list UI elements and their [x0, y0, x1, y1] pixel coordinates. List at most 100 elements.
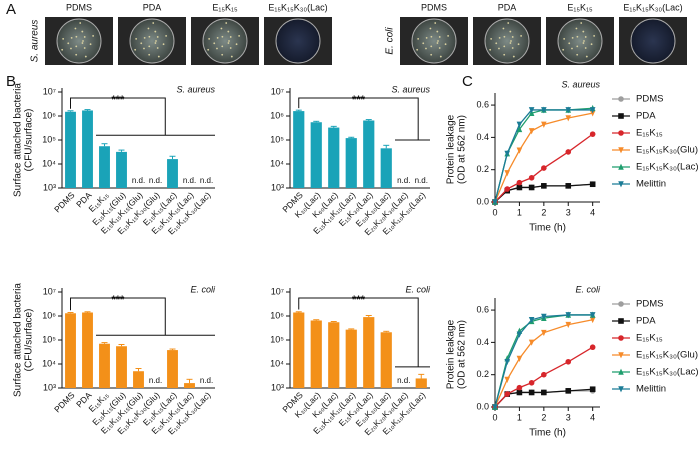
panel-label: B	[6, 73, 16, 90]
marker	[528, 389, 535, 396]
marker	[516, 389, 523, 396]
colony	[235, 43, 238, 46]
colony	[62, 37, 65, 40]
colony	[75, 53, 78, 56]
marker	[565, 312, 572, 319]
significance: ***	[111, 294, 125, 306]
colony	[157, 55, 160, 58]
marker	[504, 391, 511, 397]
bar	[82, 312, 93, 388]
y-tick-label: 0.4	[476, 132, 489, 142]
dish	[557, 18, 603, 64]
chart-subtitle: S. aureus	[561, 79, 600, 89]
bar	[99, 343, 110, 388]
bar	[415, 378, 427, 388]
colony	[511, 36, 514, 38]
colony	[576, 53, 579, 56]
y-tick-label: 10³	[43, 382, 56, 392]
legend-label: E₁₅K₁₅	[636, 333, 663, 344]
marker	[492, 199, 498, 206]
marker	[528, 128, 535, 135]
colony	[89, 43, 92, 46]
significance: ***	[352, 294, 366, 306]
marker	[504, 376, 511, 383]
bar	[363, 120, 375, 188]
colony	[498, 36, 501, 39]
dish	[56, 18, 102, 64]
marker	[528, 379, 535, 386]
colony	[148, 45, 151, 48]
x-tick-label: 4	[590, 207, 595, 217]
photo-header: E₁₅K₁₅	[567, 2, 593, 12]
bar	[380, 148, 392, 188]
colony	[229, 47, 232, 49]
colony	[221, 45, 224, 48]
colony	[489, 48, 492, 51]
colony	[143, 47, 145, 50]
colony	[227, 42, 230, 44]
chart-subtitle: E. coli	[405, 284, 431, 294]
marker	[504, 358, 511, 366]
marker	[528, 174, 535, 181]
significance: ***	[111, 94, 125, 106]
legend-marker	[618, 318, 624, 324]
legend-marker	[618, 113, 624, 119]
marker	[528, 184, 535, 191]
y-tick-label: 0.6	[476, 99, 489, 109]
legend-label: PDA	[636, 316, 656, 327]
colony	[438, 36, 441, 38]
legend-label: E₁₅K₁₅K₃₀(Lac)	[636, 367, 699, 378]
legend-label: E₁₅K₁₅K₃₀(Glu)	[636, 145, 698, 156]
colony	[207, 48, 210, 51]
marker	[541, 329, 547, 337]
bar	[116, 151, 127, 188]
colony	[227, 30, 230, 33]
colony	[425, 47, 427, 50]
y-tick-label: 10⁴	[42, 158, 56, 168]
marker	[541, 371, 547, 378]
colony	[584, 36, 587, 38]
x-tick-label: 4	[590, 412, 595, 422]
value-label: n.d.	[200, 376, 213, 385]
y-tick-label: 10⁴	[270, 358, 284, 368]
y-tick-label: 10⁵	[42, 134, 56, 144]
y-axis-title: (CFU/surface)	[24, 109, 35, 172]
colony	[580, 22, 583, 24]
marker	[589, 344, 596, 351]
legend-label: Melittin	[636, 179, 666, 190]
colony	[81, 30, 84, 33]
colony	[511, 47, 514, 49]
bar	[82, 110, 93, 188]
strain-label: S. aureus	[30, 20, 41, 63]
significance: ***	[352, 94, 366, 106]
marker	[589, 386, 596, 393]
colony	[67, 42, 70, 45]
y-tick-label: 0.0	[476, 401, 489, 411]
marker	[516, 121, 523, 128]
colony	[140, 42, 143, 45]
colony	[75, 45, 78, 48]
colony	[147, 27, 150, 30]
y-tick-label: 10⁶	[270, 310, 284, 320]
y-tick-label: 0.6	[476, 304, 489, 314]
legend-marker	[618, 130, 624, 136]
colony	[135, 37, 138, 40]
colony	[162, 43, 165, 46]
colony	[430, 35, 433, 38]
marker	[504, 170, 511, 177]
dish	[129, 18, 175, 64]
marker	[565, 358, 572, 365]
y-axis-title: (OD at 562 nm)	[457, 320, 468, 389]
x-tick-label: 1	[517, 412, 522, 422]
bar	[310, 320, 322, 388]
colony	[502, 27, 505, 30]
bar	[310, 122, 322, 188]
marker	[565, 321, 572, 329]
colony	[576, 35, 579, 38]
y-tick-label: 0.0	[476, 196, 489, 206]
legend-marker	[618, 352, 624, 359]
colony	[571, 36, 574, 39]
bar	[167, 159, 178, 188]
chart-subtitle: E. coli	[575, 284, 601, 294]
colony	[576, 45, 579, 48]
